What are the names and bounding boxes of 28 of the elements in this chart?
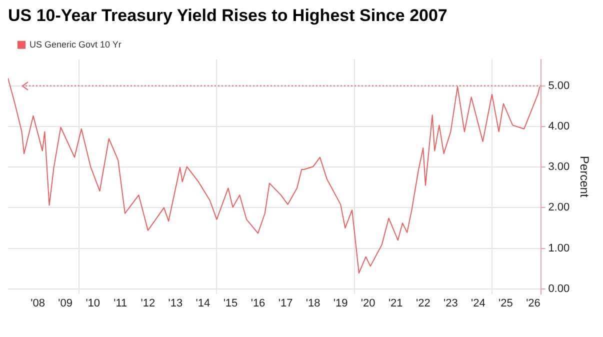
x-tick-label: '19 bbox=[333, 297, 348, 310]
y-tick-label: 4.00 bbox=[548, 120, 570, 132]
x-tick-label: '21 bbox=[388, 297, 403, 310]
x-tick-label: '23 bbox=[444, 297, 458, 310]
x-tick-label: '26 bbox=[526, 297, 540, 310]
x-tick-label: '11 bbox=[114, 297, 128, 310]
y-tick-label: 1.00 bbox=[548, 242, 570, 254]
x-tick-label: '24 bbox=[471, 297, 486, 310]
x-tick-label: '13 bbox=[168, 297, 183, 310]
x-tick-label: '14 bbox=[196, 297, 210, 310]
y-tick-label: 0.00 bbox=[548, 282, 570, 295]
y-tick-label: 3.00 bbox=[548, 161, 570, 174]
x-tick-label: '20 bbox=[360, 297, 376, 310]
x-tick-label: '17 bbox=[278, 297, 293, 310]
y-tick-label: 2.00 bbox=[548, 202, 570, 214]
x-tick-label: '15 bbox=[223, 297, 238, 310]
y-tick-label: 5.00 bbox=[548, 80, 570, 92]
x-tick-label: '08 bbox=[30, 297, 45, 310]
x-tick-label: '12 bbox=[140, 297, 156, 310]
x-tick-label: '10 bbox=[86, 297, 100, 310]
y-axis-title: Percent bbox=[577, 156, 592, 198]
x-tick-label: '16 bbox=[250, 297, 266, 310]
x-tick-label: '25 bbox=[498, 297, 513, 310]
x-tick-label: '09 bbox=[58, 297, 73, 310]
x-tick-label: '18 bbox=[306, 297, 320, 310]
chart-title: US 10-Year Treasury Yield Rises to Highest Since 2007 bbox=[8, 6, 448, 25]
x-tick-label: '22 bbox=[416, 297, 430, 310]
legend-label: US Generic Govt 10 Yr bbox=[30, 39, 122, 50]
